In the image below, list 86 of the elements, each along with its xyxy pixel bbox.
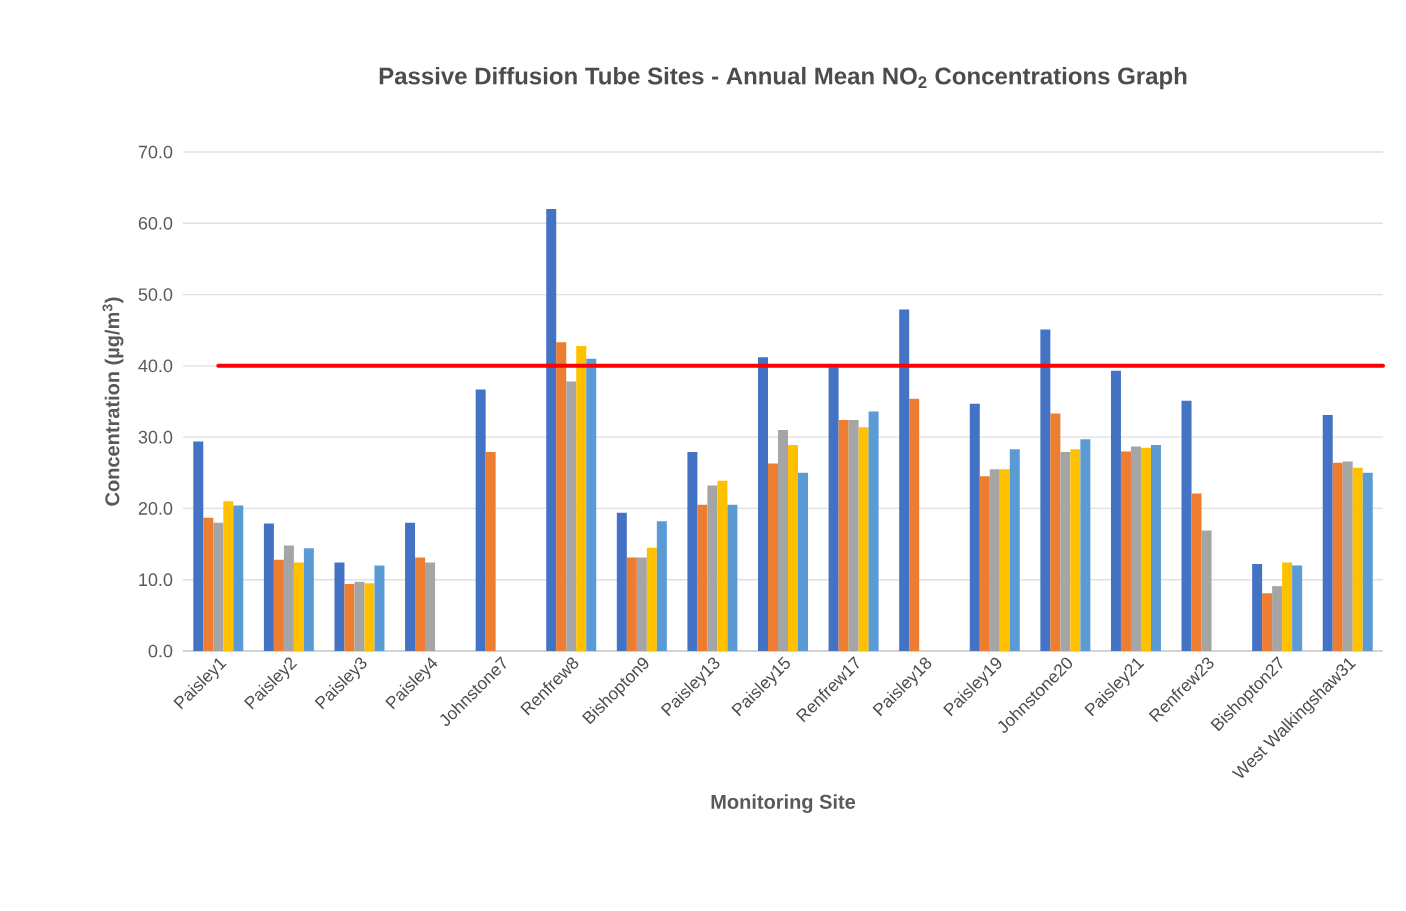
bar bbox=[1282, 562, 1293, 651]
bar bbox=[364, 583, 375, 651]
bar bbox=[203, 517, 214, 651]
bar bbox=[303, 548, 314, 651]
bar bbox=[344, 583, 355, 651]
bar bbox=[263, 523, 274, 651]
bar bbox=[293, 562, 304, 651]
bar bbox=[778, 430, 789, 651]
bar bbox=[485, 452, 496, 651]
bar bbox=[1272, 586, 1283, 651]
y-tick-label: 70.0 bbox=[138, 145, 173, 159]
bar bbox=[989, 469, 1000, 651]
bar bbox=[969, 403, 980, 651]
bar bbox=[758, 357, 769, 651]
bar bbox=[909, 398, 920, 651]
bar bbox=[646, 547, 657, 651]
bar bbox=[868, 411, 879, 651]
bar bbox=[1252, 564, 1263, 651]
y-axis-title: Concentration (µg/m$^{3}$) bbox=[102, 297, 124, 506]
y-tick-label: 30.0 bbox=[138, 430, 173, 444]
y-tick-label: 40.0 bbox=[138, 359, 173, 373]
bar bbox=[1110, 370, 1121, 651]
bar bbox=[788, 444, 799, 651]
bar bbox=[566, 381, 577, 651]
bar bbox=[828, 367, 839, 651]
bar bbox=[727, 504, 738, 651]
bar bbox=[899, 309, 910, 651]
bar bbox=[1201, 530, 1212, 651]
bar bbox=[1080, 439, 1091, 651]
y-tick-label: 0.0 bbox=[148, 644, 173, 658]
bar bbox=[707, 485, 718, 651]
bar bbox=[273, 559, 284, 651]
bar bbox=[546, 209, 557, 651]
bar bbox=[656, 521, 667, 651]
bar bbox=[697, 504, 708, 651]
bar bbox=[979, 476, 990, 651]
chart-title: Passive Diffusion Tube Sites - Annual Mean NO$_{2}$ Concentrations Graph bbox=[379, 66, 1187, 90]
bar bbox=[283, 545, 294, 651]
bar bbox=[616, 512, 627, 651]
bar bbox=[1040, 329, 1051, 651]
bar bbox=[858, 427, 869, 651]
bar bbox=[717, 480, 728, 651]
bar bbox=[233, 505, 244, 651]
y-tick-label: 20.0 bbox=[138, 502, 173, 515]
bar bbox=[999, 469, 1010, 651]
bar bbox=[425, 562, 436, 651]
bar bbox=[556, 342, 567, 651]
y-tick-label: 10.0 bbox=[139, 573, 173, 587]
bar bbox=[1352, 467, 1363, 651]
bar bbox=[1342, 461, 1353, 651]
bar bbox=[405, 522, 416, 651]
bar bbox=[1332, 462, 1343, 651]
bar bbox=[848, 420, 859, 651]
bar bbox=[838, 420, 849, 651]
bar bbox=[1150, 444, 1161, 651]
y-tick-label: 60.0 bbox=[138, 216, 173, 230]
bar bbox=[636, 557, 647, 651]
bar bbox=[1060, 452, 1071, 651]
bar bbox=[586, 358, 597, 651]
bar bbox=[1140, 447, 1151, 651]
bar bbox=[213, 522, 224, 651]
bar bbox=[1181, 400, 1192, 651]
x-axis-title: Monitoring Site bbox=[711, 794, 856, 813]
bar bbox=[1070, 449, 1081, 651]
bar bbox=[415, 557, 426, 651]
bar bbox=[1322, 415, 1333, 651]
bar bbox=[687, 452, 698, 651]
bar bbox=[1262, 593, 1273, 651]
bar bbox=[576, 345, 587, 651]
bar bbox=[1191, 493, 1202, 651]
bar bbox=[1009, 449, 1020, 651]
bar bbox=[374, 565, 385, 651]
bar bbox=[768, 463, 779, 651]
bar bbox=[193, 441, 204, 651]
bar bbox=[1050, 413, 1061, 651]
bar bbox=[354, 581, 365, 651]
bar bbox=[1120, 451, 1131, 651]
bar bbox=[223, 501, 234, 651]
bar bbox=[1130, 446, 1141, 651]
bar bbox=[475, 389, 486, 651]
y-tick-label: 50.0 bbox=[138, 288, 173, 301]
bar bbox=[798, 472, 809, 651]
bar bbox=[1292, 565, 1303, 651]
bar bbox=[626, 557, 637, 651]
bar bbox=[334, 562, 345, 651]
bar bbox=[1362, 472, 1373, 651]
